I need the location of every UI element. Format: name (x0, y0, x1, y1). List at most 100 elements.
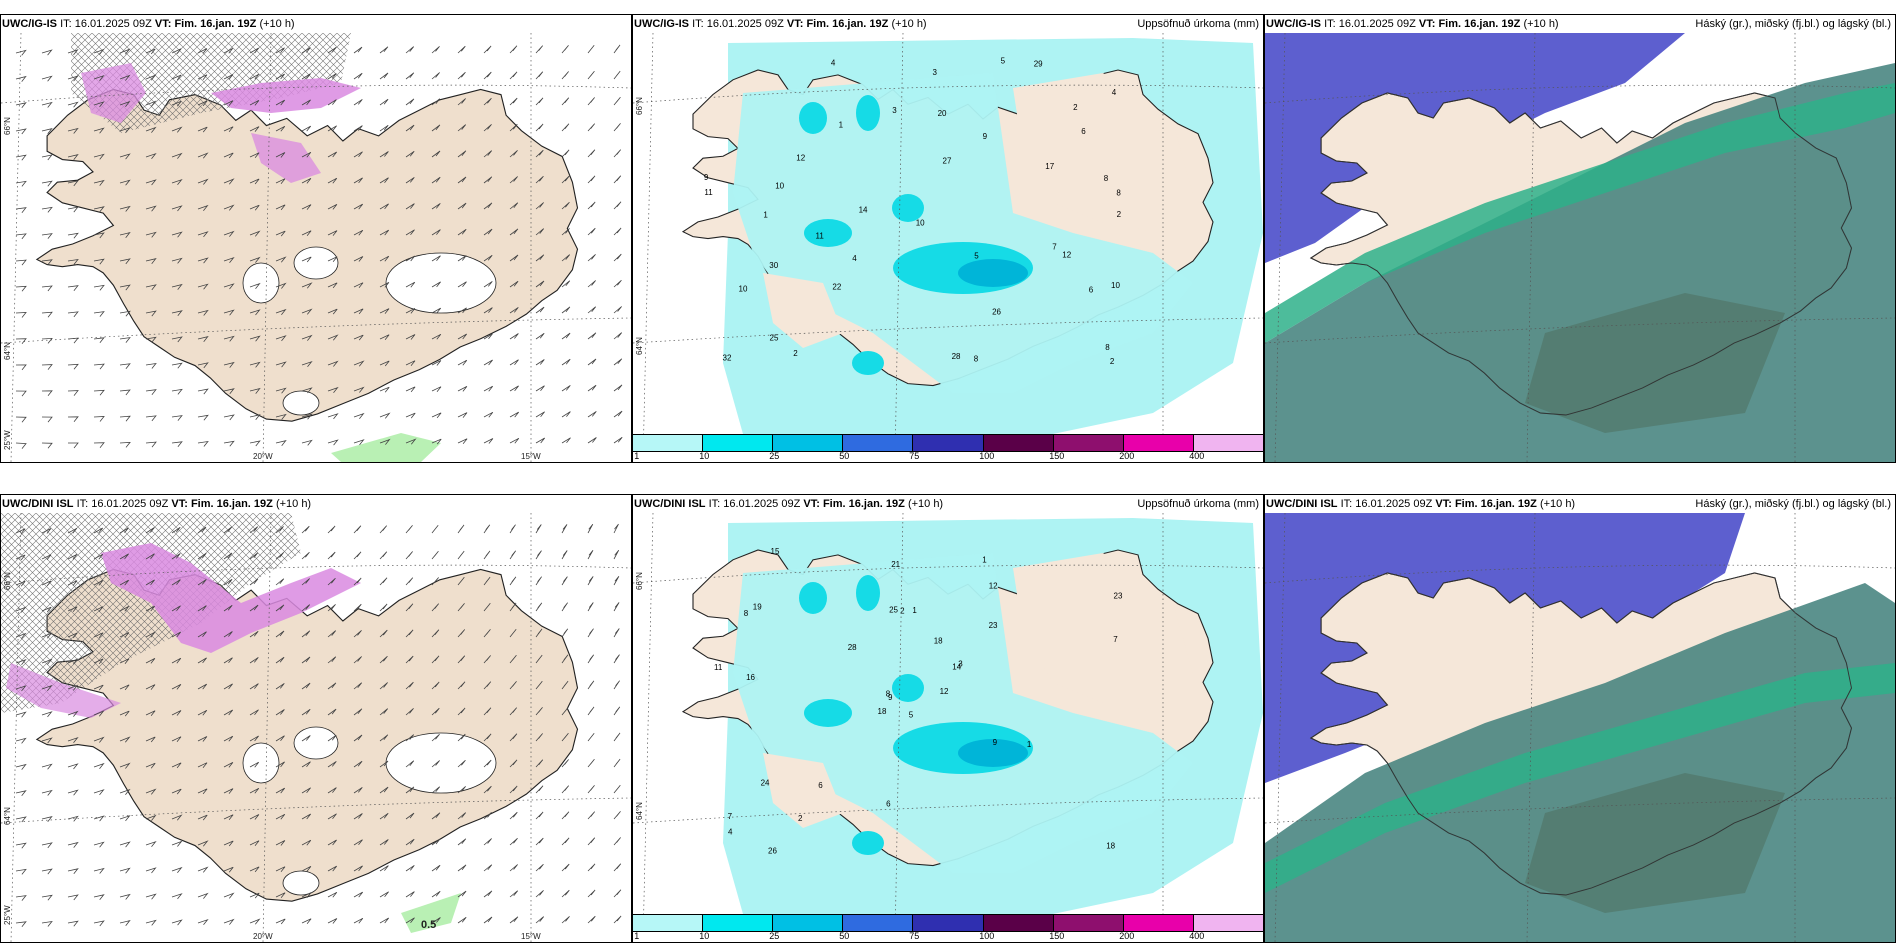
wind-barb (93, 580, 104, 586)
wind-barb (41, 364, 53, 370)
wind-barb (119, 127, 131, 134)
panel-wind-top: UWC/IG-IS IT: 16.01.2025 09Z VT: Fim. 16… (0, 14, 632, 463)
wind-map[interactable] (1, 513, 631, 942)
precip-value: 27 (943, 157, 952, 166)
wind-barb (41, 49, 53, 56)
wind-barb (223, 657, 233, 664)
precip-value: 14 (952, 663, 961, 672)
precip-value: 9 (983, 132, 988, 141)
wind-barb (223, 762, 234, 768)
wind-map-svg (1, 513, 631, 942)
precip-value: 5 (909, 711, 914, 720)
wind-barb (353, 603, 362, 612)
wind-map[interactable] (1, 33, 631, 462)
wind-barb (405, 917, 415, 924)
wind-barb (197, 736, 208, 742)
wind-barb (223, 178, 235, 185)
wind-barb (223, 683, 233, 690)
wind-barb (145, 658, 156, 664)
wind-barb (171, 710, 182, 716)
wind-barb (93, 632, 104, 639)
wind-barb (301, 761, 311, 768)
precip-value: 17 (1045, 162, 1054, 171)
wind-barb (353, 412, 365, 419)
wind-barb (405, 865, 415, 872)
valid-time: Fim. 16.jan. 19Z (174, 18, 257, 30)
wind-barb (15, 364, 27, 371)
wind-barb (613, 123, 621, 132)
init-time: 16.01.2025 09Z (74, 18, 152, 30)
wind-barb (275, 440, 287, 446)
wind-barb (483, 385, 494, 392)
lon-label-20: 20°W (253, 932, 273, 941)
wind-barb (119, 762, 131, 769)
wind-barb (275, 918, 286, 925)
wind-barb (41, 416, 53, 423)
wind-barb (41, 868, 53, 875)
colorbar-tick: 50 (839, 451, 850, 461)
precip-value: 1 (839, 121, 844, 130)
wind-barb (535, 733, 543, 742)
wind-barb (613, 44, 621, 54)
wind-barb (301, 813, 312, 820)
wind-barb (67, 311, 79, 318)
graticule-line (1, 564, 631, 584)
wind-barb (67, 920, 79, 927)
wind-barb (431, 812, 441, 820)
colorbar-swatch (703, 435, 774, 451)
precip-band (6, 663, 121, 718)
wind-barb (67, 127, 79, 134)
wind-barb (509, 864, 518, 872)
cloud-map-svg (1265, 33, 1895, 462)
graticule (633, 513, 1263, 914)
wind-barb (67, 101, 79, 108)
wind-barb (197, 309, 209, 316)
wind-barb (119, 605, 130, 612)
wind-barb (197, 579, 207, 586)
low-cloud (1265, 83, 1895, 343)
precip-map[interactable]: 1 8 9 8 14 10 4 5 6 2 12 12 17 22 10 10 11 9 4 3 8 20 25 30 27 29… (633, 33, 1263, 434)
precip-mid (799, 102, 827, 134)
cloud-map[interactable] (1265, 513, 1895, 942)
wind-barb (379, 229, 390, 236)
wind-barb (431, 98, 441, 106)
wind-barb (405, 177, 415, 184)
precip-map[interactable]: 5 8 9 7 14 6 1 1 12 12 15 18 16 23 18 23 26 25 18 24 28 4 2 2 3 1… (633, 513, 1263, 914)
wind-barb (327, 151, 338, 158)
cloud-map[interactable] (1265, 33, 1895, 462)
precip-value: 8 (744, 609, 749, 618)
precip-mid (799, 582, 827, 614)
wind-barb (457, 812, 467, 820)
colorbar-ticks: 1 10 25 50 75 100 150 200 400 (633, 931, 1263, 941)
wind-barb (613, 436, 623, 444)
wind-barb (275, 578, 285, 586)
wind-barb (457, 524, 465, 534)
wind-barb (457, 228, 467, 236)
wind-barb (145, 441, 157, 448)
wind-barb (483, 202, 493, 210)
wind-barb (509, 71, 518, 80)
wind-barb (41, 101, 53, 108)
wind-barb (613, 628, 620, 638)
wind-barb (457, 786, 466, 794)
wind-barb (93, 710, 105, 717)
wind-barb (145, 74, 157, 81)
wind-barb (223, 361, 235, 368)
wind-barb (613, 201, 622, 210)
wind-barb (457, 255, 467, 262)
wind-barb (67, 815, 79, 822)
wind-barb (405, 229, 415, 236)
wind-barb (535, 123, 544, 132)
wind-barb (119, 736, 131, 743)
wind-barb (301, 439, 313, 446)
wind-barb (67, 554, 78, 560)
wind-barb (171, 762, 182, 769)
precip-value: 23 (1114, 592, 1123, 601)
cloud-map-svg (1265, 513, 1895, 942)
wind-barb (457, 281, 467, 288)
wind-barb (171, 736, 182, 742)
wind-barb (119, 258, 131, 265)
wind-barb (119, 788, 131, 795)
wind-barb (301, 360, 313, 368)
wind-barb (275, 630, 285, 638)
